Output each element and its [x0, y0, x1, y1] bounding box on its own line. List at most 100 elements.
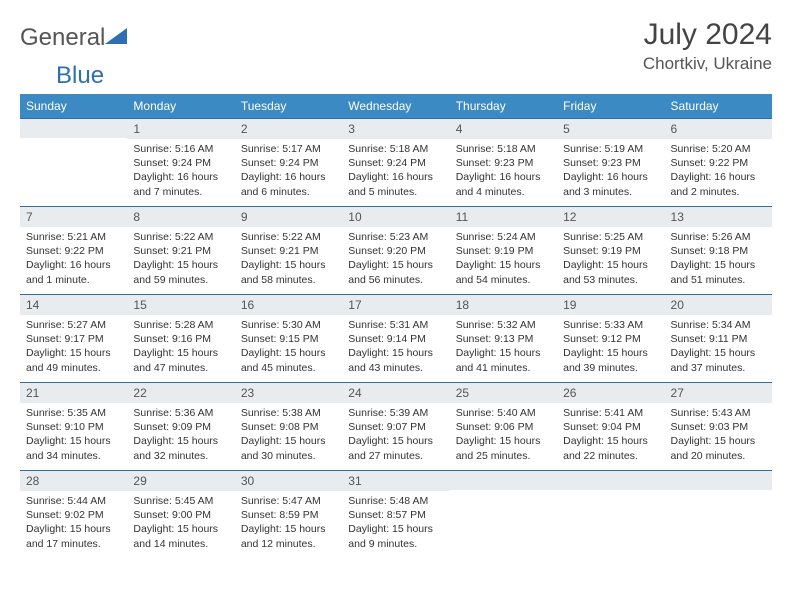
day-content: Sunrise: 5:40 AMSunset: 9:06 PMDaylight:… [450, 403, 557, 466]
day-content: Sunrise: 5:25 AMSunset: 9:19 PMDaylight:… [557, 227, 664, 290]
day-number: 29 [127, 471, 234, 491]
calendar-cell: 16Sunrise: 5:30 AMSunset: 9:15 PMDayligh… [235, 295, 342, 383]
calendar-cell: 1Sunrise: 5:16 AMSunset: 9:24 PMDaylight… [127, 119, 234, 207]
calendar-week-row: 28Sunrise: 5:44 AMSunset: 9:02 PMDayligh… [20, 471, 772, 559]
calendar-cell: 6Sunrise: 5:20 AMSunset: 9:22 PMDaylight… [665, 119, 772, 207]
day-number: 19 [557, 295, 664, 315]
calendar-table: SundayMondayTuesdayWednesdayThursdayFrid… [20, 94, 772, 559]
day-number: 31 [342, 471, 449, 491]
day-number: 5 [557, 119, 664, 139]
day-number: 8 [127, 207, 234, 227]
day-content: Sunrise: 5:43 AMSunset: 9:03 PMDaylight:… [665, 403, 772, 466]
day-number: 23 [235, 383, 342, 403]
calendar-cell [20, 119, 127, 207]
day-content: Sunrise: 5:41 AMSunset: 9:04 PMDaylight:… [557, 403, 664, 466]
calendar-cell: 9Sunrise: 5:22 AMSunset: 9:21 PMDaylight… [235, 207, 342, 295]
day-header: Tuesday [235, 94, 342, 119]
calendar-cell: 21Sunrise: 5:35 AMSunset: 9:10 PMDayligh… [20, 383, 127, 471]
calendar-cell: 2Sunrise: 5:17 AMSunset: 9:24 PMDaylight… [235, 119, 342, 207]
day-header: Saturday [665, 94, 772, 119]
day-header-row: SundayMondayTuesdayWednesdayThursdayFrid… [20, 94, 772, 119]
day-number: 20 [665, 295, 772, 315]
brand-logo: General [20, 24, 129, 52]
day-header: Monday [127, 94, 234, 119]
calendar-week-row: 1Sunrise: 5:16 AMSunset: 9:24 PMDaylight… [20, 119, 772, 207]
day-content: Sunrise: 5:34 AMSunset: 9:11 PMDaylight:… [665, 315, 772, 378]
brand-part1: General [20, 24, 105, 52]
day-number: 18 [450, 295, 557, 315]
calendar-cell: 5Sunrise: 5:19 AMSunset: 9:23 PMDaylight… [557, 119, 664, 207]
day-content: Sunrise: 5:45 AMSunset: 9:00 PMDaylight:… [127, 491, 234, 554]
calendar-cell: 15Sunrise: 5:28 AMSunset: 9:16 PMDayligh… [127, 295, 234, 383]
calendar-cell: 17Sunrise: 5:31 AMSunset: 9:14 PMDayligh… [342, 295, 449, 383]
calendar-cell: 28Sunrise: 5:44 AMSunset: 9:02 PMDayligh… [20, 471, 127, 559]
day-content: Sunrise: 5:22 AMSunset: 9:21 PMDaylight:… [127, 227, 234, 290]
day-content: Sunrise: 5:48 AMSunset: 8:57 PMDaylight:… [342, 491, 449, 554]
calendar-cell: 14Sunrise: 5:27 AMSunset: 9:17 PMDayligh… [20, 295, 127, 383]
day-content: Sunrise: 5:39 AMSunset: 9:07 PMDaylight:… [342, 403, 449, 466]
day-number: 12 [557, 207, 664, 227]
day-header: Thursday [450, 94, 557, 119]
day-header: Sunday [20, 94, 127, 119]
day-number [665, 471, 772, 490]
day-content: Sunrise: 5:35 AMSunset: 9:10 PMDaylight:… [20, 403, 127, 466]
day-number: 2 [235, 119, 342, 139]
day-content: Sunrise: 5:38 AMSunset: 9:08 PMDaylight:… [235, 403, 342, 466]
calendar-cell: 19Sunrise: 5:33 AMSunset: 9:12 PMDayligh… [557, 295, 664, 383]
calendar-cell: 12Sunrise: 5:25 AMSunset: 9:19 PMDayligh… [557, 207, 664, 295]
day-content: Sunrise: 5:18 AMSunset: 9:24 PMDaylight:… [342, 139, 449, 202]
day-content: Sunrise: 5:21 AMSunset: 9:22 PMDaylight:… [20, 227, 127, 290]
day-content: Sunrise: 5:18 AMSunset: 9:23 PMDaylight:… [450, 139, 557, 202]
calendar-cell: 3Sunrise: 5:18 AMSunset: 9:24 PMDaylight… [342, 119, 449, 207]
calendar-cell [557, 471, 664, 559]
day-number: 22 [127, 383, 234, 403]
calendar-cell: 4Sunrise: 5:18 AMSunset: 9:23 PMDaylight… [450, 119, 557, 207]
day-content: Sunrise: 5:20 AMSunset: 9:22 PMDaylight:… [665, 139, 772, 202]
day-number: 13 [665, 207, 772, 227]
calendar-cell: 18Sunrise: 5:32 AMSunset: 9:13 PMDayligh… [450, 295, 557, 383]
day-content: Sunrise: 5:36 AMSunset: 9:09 PMDaylight:… [127, 403, 234, 466]
day-number: 21 [20, 383, 127, 403]
calendar-cell: 13Sunrise: 5:26 AMSunset: 9:18 PMDayligh… [665, 207, 772, 295]
calendar-week-row: 7Sunrise: 5:21 AMSunset: 9:22 PMDaylight… [20, 207, 772, 295]
day-number: 4 [450, 119, 557, 139]
calendar-cell [665, 471, 772, 559]
calendar-week-row: 14Sunrise: 5:27 AMSunset: 9:17 PMDayligh… [20, 295, 772, 383]
day-number [557, 471, 664, 490]
day-content: Sunrise: 5:31 AMSunset: 9:14 PMDaylight:… [342, 315, 449, 378]
calendar-body: 1Sunrise: 5:16 AMSunset: 9:24 PMDaylight… [20, 119, 772, 559]
day-content: Sunrise: 5:23 AMSunset: 9:20 PMDaylight:… [342, 227, 449, 290]
day-content: Sunrise: 5:16 AMSunset: 9:24 PMDaylight:… [127, 139, 234, 202]
calendar-cell [450, 471, 557, 559]
calendar-cell: 8Sunrise: 5:22 AMSunset: 9:21 PMDaylight… [127, 207, 234, 295]
day-number: 27 [665, 383, 772, 403]
calendar-cell: 25Sunrise: 5:40 AMSunset: 9:06 PMDayligh… [450, 383, 557, 471]
day-number: 26 [557, 383, 664, 403]
day-content: Sunrise: 5:44 AMSunset: 9:02 PMDaylight:… [20, 491, 127, 554]
calendar-cell: 30Sunrise: 5:47 AMSunset: 8:59 PMDayligh… [235, 471, 342, 559]
day-number: 10 [342, 207, 449, 227]
calendar-cell: 29Sunrise: 5:45 AMSunset: 9:00 PMDayligh… [127, 471, 234, 559]
day-content: Sunrise: 5:30 AMSunset: 9:15 PMDaylight:… [235, 315, 342, 378]
day-content: Sunrise: 5:22 AMSunset: 9:21 PMDaylight:… [235, 227, 342, 290]
calendar-cell: 11Sunrise: 5:24 AMSunset: 9:19 PMDayligh… [450, 207, 557, 295]
calendar-cell: 10Sunrise: 5:23 AMSunset: 9:20 PMDayligh… [342, 207, 449, 295]
day-number: 6 [665, 119, 772, 139]
calendar-week-row: 21Sunrise: 5:35 AMSunset: 9:10 PMDayligh… [20, 383, 772, 471]
day-content: Sunrise: 5:28 AMSunset: 9:16 PMDaylight:… [127, 315, 234, 378]
day-header: Wednesday [342, 94, 449, 119]
day-number: 28 [20, 471, 127, 491]
day-number: 24 [342, 383, 449, 403]
day-number: 25 [450, 383, 557, 403]
day-number [20, 119, 127, 138]
calendar-cell: 20Sunrise: 5:34 AMSunset: 9:11 PMDayligh… [665, 295, 772, 383]
day-content: Sunrise: 5:33 AMSunset: 9:12 PMDaylight:… [557, 315, 664, 378]
calendar-cell: 7Sunrise: 5:21 AMSunset: 9:22 PMDaylight… [20, 207, 127, 295]
calendar-cell: 26Sunrise: 5:41 AMSunset: 9:04 PMDayligh… [557, 383, 664, 471]
day-number: 16 [235, 295, 342, 315]
day-content: Sunrise: 5:47 AMSunset: 8:59 PMDaylight:… [235, 491, 342, 554]
day-content: Sunrise: 5:26 AMSunset: 9:18 PMDaylight:… [665, 227, 772, 290]
day-content: Sunrise: 5:27 AMSunset: 9:17 PMDaylight:… [20, 315, 127, 378]
brand-part2: Blue [56, 62, 792, 90]
month-title: July 2024 [643, 18, 772, 52]
